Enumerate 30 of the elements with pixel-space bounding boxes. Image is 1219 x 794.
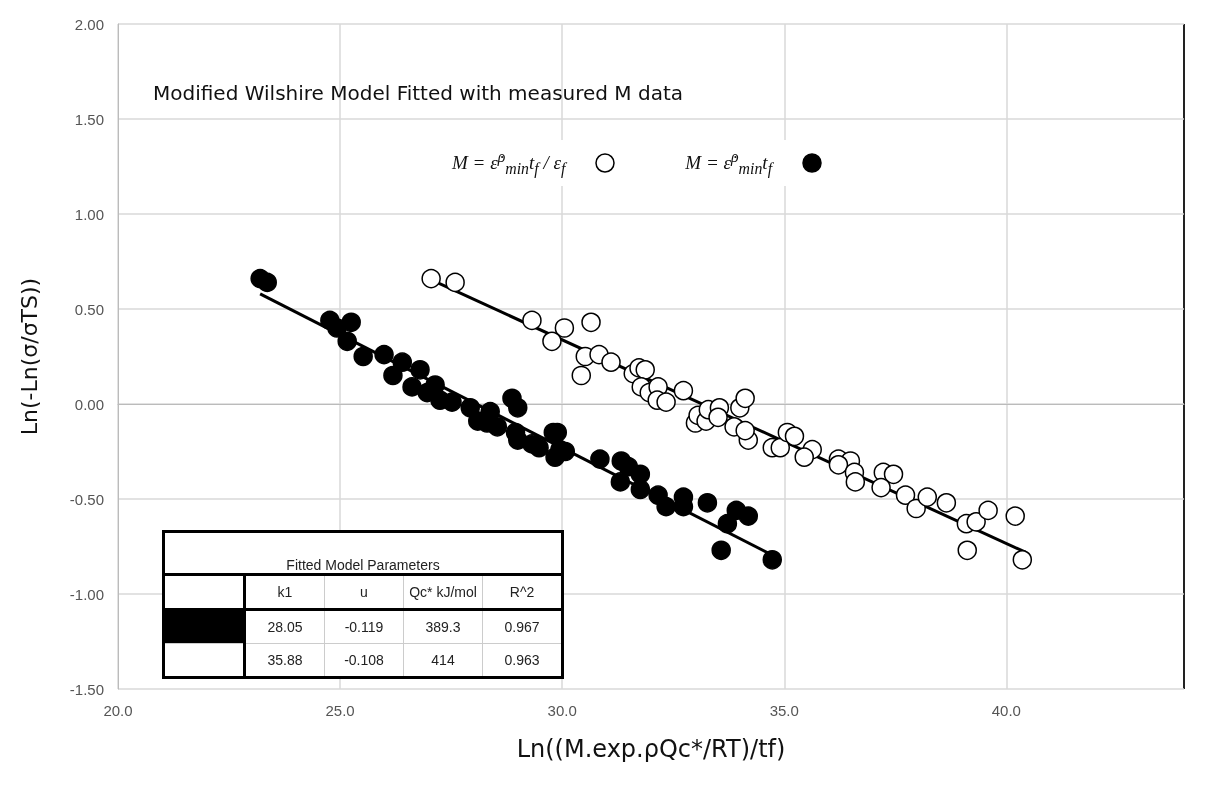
x-tick-label: 40.0	[991, 702, 1021, 719]
y-axis-title: Ln(-Ln(σ/σTS))	[16, 277, 42, 436]
annotation: u	[324, 574, 404, 610]
x-tick-label: 35.0	[769, 702, 799, 719]
y-tick-label: 2.00	[74, 15, 104, 33]
annotation: 389.3	[403, 609, 483, 644]
annotation: k1	[244, 574, 325, 610]
annotation: 28.05	[244, 609, 325, 644]
x-tick-label: 30.0	[547, 702, 577, 719]
x-tick-label: 25.0	[325, 702, 355, 719]
x-tick-label: 20.0	[103, 702, 133, 719]
y-tick-label: -1.50	[69, 680, 104, 698]
y-tick-label: 1.00	[74, 205, 104, 223]
annotation: Qc* kJ/mol	[403, 574, 483, 610]
y-tick-label: -0.50	[69, 490, 104, 508]
y-tick-label: 0.00	[74, 395, 104, 413]
legend-label: M = ε̇$^{ρ}$$_{min}$t$_{f}$ / ε$_{f}$	[452, 148, 566, 179]
y-tick-label: 0.50	[74, 300, 104, 318]
annotation: 414	[403, 643, 483, 678]
annotation: -0.108	[324, 643, 404, 678]
annotation: R^2	[482, 574, 563, 610]
y-tick-label: 1.50	[74, 110, 104, 128]
annotation: -0.119	[324, 609, 404, 644]
y-tick-label: -1.00	[69, 585, 104, 603]
text: Modified Wilshire Model Fitted with measured M data	[153, 81, 684, 105]
annotation: Fitted Model Parameters	[163, 531, 563, 575]
annotation: 35.88	[244, 643, 325, 678]
legend-label: M = ε̇$^{ρ}$$_{min}$t$_{f}$	[685, 148, 773, 179]
annotation: 0.967	[482, 609, 563, 644]
x-axis-title: Ln((M.exp.ρQc*/RT)/tf)	[516, 735, 786, 763]
